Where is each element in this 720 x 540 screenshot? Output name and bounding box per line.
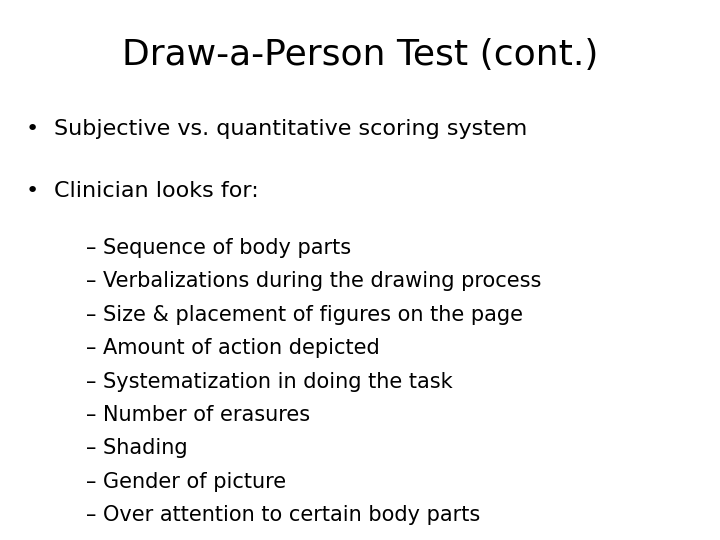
Text: •: • [25,181,38,201]
Text: – Size & placement of figures on the page: – Size & placement of figures on the pag… [86,305,523,325]
Text: – Gender of picture: – Gender of picture [86,472,287,492]
Text: – Systematization in doing the task: – Systematization in doing the task [86,372,453,392]
Text: – Over attention to certain body parts: – Over attention to certain body parts [86,505,481,525]
Text: Clinician looks for:: Clinician looks for: [54,181,258,201]
Text: •: • [25,119,38,139]
Text: Draw-a-Person Test (cont.): Draw-a-Person Test (cont.) [122,38,598,72]
Text: – Number of erasures: – Number of erasures [86,405,310,425]
Text: – Amount of action depicted: – Amount of action depicted [86,338,380,358]
Text: – Shading: – Shading [86,438,188,458]
Text: Subjective vs. quantitative scoring system: Subjective vs. quantitative scoring syst… [54,119,527,139]
Text: – Sequence of body parts: – Sequence of body parts [86,238,351,258]
Text: – Verbalizations during the drawing process: – Verbalizations during the drawing proc… [86,271,541,291]
